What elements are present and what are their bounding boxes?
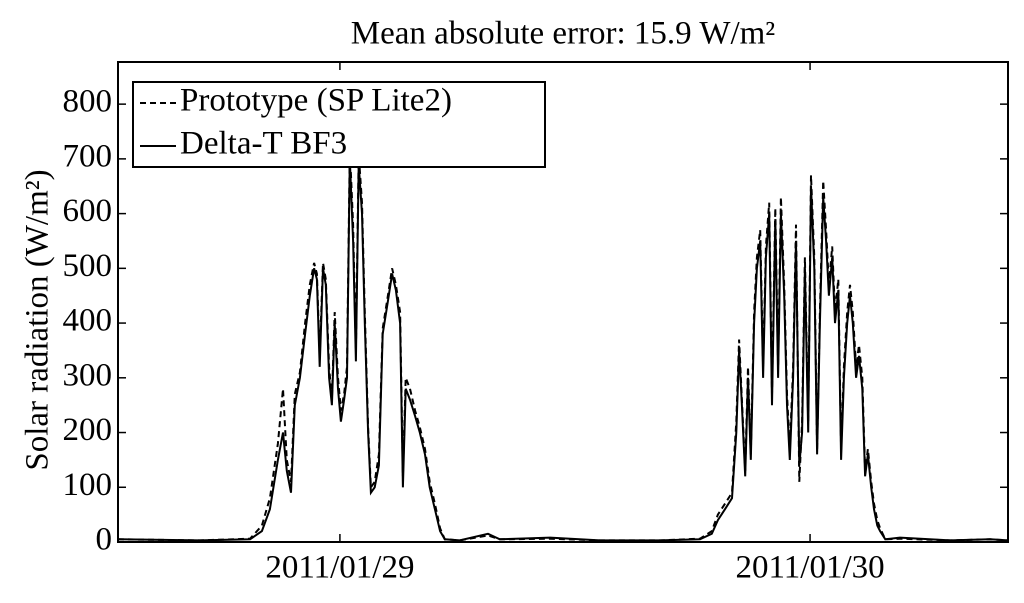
y-tick-label: 700 — [63, 138, 113, 174]
y-tick-label: 300 — [63, 357, 113, 393]
y-tick-label: 600 — [63, 193, 113, 229]
y-tick-label: 500 — [63, 248, 113, 284]
chart-title: Mean absolute error: 15.9 W/m² — [351, 16, 776, 52]
x-tick-label: 2011/01/30 — [736, 550, 885, 586]
y-tick-label: 800 — [63, 84, 113, 120]
legend-label: Delta-T BF3 — [180, 126, 347, 162]
series-line — [117, 147, 1009, 542]
legend-box — [132, 81, 546, 168]
y-tick-label: 400 — [63, 303, 113, 339]
x-tick-label: 2011/01/29 — [265, 550, 414, 586]
plot-frame — [117, 61, 1009, 543]
y-tick-label: 0 — [96, 522, 113, 558]
y-tick-label: 100 — [63, 467, 113, 503]
series-line — [117, 158, 1009, 542]
y-axis-label: Solar radiation (W/m²) — [20, 169, 56, 470]
y-tick-label: 200 — [63, 412, 113, 448]
legend-label: Prototype (SP Lite2) — [180, 83, 452, 119]
